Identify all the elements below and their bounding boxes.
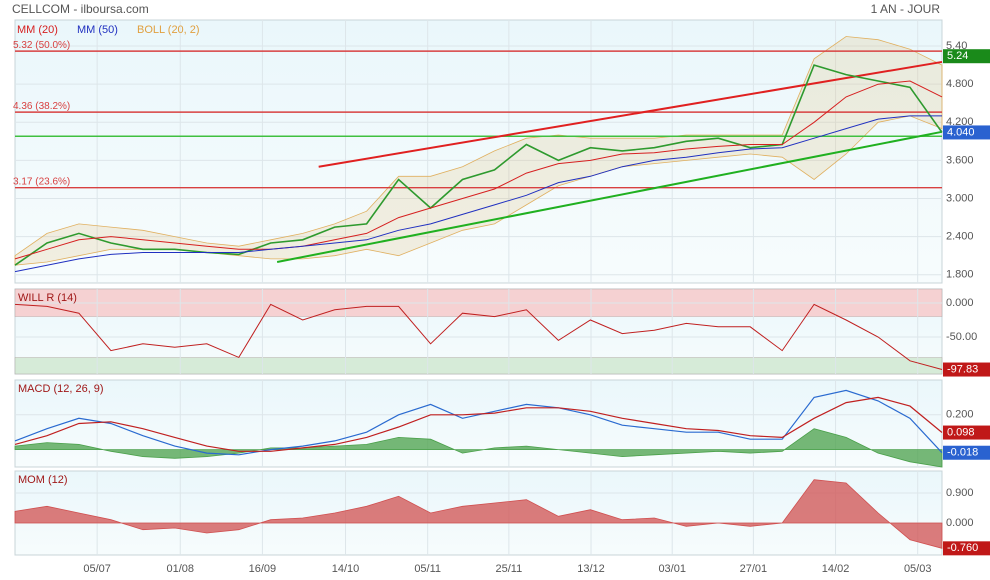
last-value-label: 4.040 — [947, 126, 975, 138]
last-value-label: -0.018 — [947, 447, 978, 459]
period: 1 AN - JOUR — [871, 2, 941, 16]
last-value-label: -97.83 — [947, 363, 978, 375]
line — [14, 303, 943, 370]
y-tick-label: 0.000 — [946, 517, 974, 529]
panel-title: WILL R (14) — [18, 292, 77, 304]
y-tick-label: -50.00 — [946, 331, 977, 343]
line — [14, 115, 942, 273]
chart-title: CELLCOM - ilboursa.com — [12, 2, 149, 16]
y-tick-label: 1.800 — [946, 269, 974, 281]
last-value-box — [943, 49, 990, 64]
x-tick-label: 14/02 — [822, 563, 850, 575]
y-tick-label: 0.900 — [946, 487, 974, 499]
y-tick-label: 0.200 — [946, 409, 974, 421]
x-tick-label: 05/07 — [83, 563, 111, 575]
y-tick-label: 0.000 — [946, 297, 974, 309]
trend-line — [318, 60, 943, 168]
x-tick-label: 05/11 — [414, 563, 441, 575]
last-value-box — [943, 541, 990, 556]
last-value-label: 0.098 — [947, 426, 975, 438]
panel — [14, 19, 943, 284]
panel-title: MOM (12) — [18, 474, 68, 486]
last-value-box — [943, 445, 990, 460]
legend-entry: BOLL (20, 2) — [137, 24, 200, 36]
x-tick-label: 27/01 — [740, 563, 768, 575]
area — [14, 428, 943, 468]
level-label: 3.17 (23.6%) — [13, 176, 70, 187]
y-tick-label: 4.800 — [946, 78, 974, 90]
x-tick-label: 14/10 — [332, 563, 360, 575]
line — [14, 64, 943, 266]
x-tick-label: 01/08 — [166, 563, 194, 575]
legend-entry: MM (50) — [77, 24, 118, 36]
x-tick-label: 13/12 — [577, 563, 605, 575]
zone — [14, 357, 943, 375]
x-tick-label: 16/09 — [249, 563, 277, 575]
level-label: 4.36 (38.2%) — [13, 101, 70, 112]
y-tick-label: 3.000 — [946, 192, 974, 204]
last-value-box — [943, 362, 990, 377]
y-tick-label: 3.600 — [946, 154, 974, 166]
legend-entry: MM (20) — [17, 24, 58, 36]
panel-title: MACD (12, 26, 9) — [18, 383, 104, 395]
y-tick-label: 2.400 — [946, 231, 974, 243]
last-value-box — [943, 125, 990, 140]
x-tick-label: 25/11 — [496, 563, 523, 575]
x-tick-label: 05/03 — [904, 563, 932, 575]
last-value-label: -0.760 — [947, 542, 978, 554]
last-value-label: 5.24 — [947, 50, 968, 62]
area — [14, 479, 943, 549]
line — [14, 396, 943, 452]
last-value-box — [943, 425, 990, 440]
line — [14, 389, 943, 456]
line — [14, 80, 943, 260]
trend-line — [276, 130, 943, 264]
x-tick-label: 03/01 — [658, 563, 686, 575]
y-tick-label: 5.40 — [946, 40, 967, 52]
level-label: 5.32 (50.0%) — [13, 40, 70, 51]
y-tick-label: 4.200 — [946, 116, 974, 128]
